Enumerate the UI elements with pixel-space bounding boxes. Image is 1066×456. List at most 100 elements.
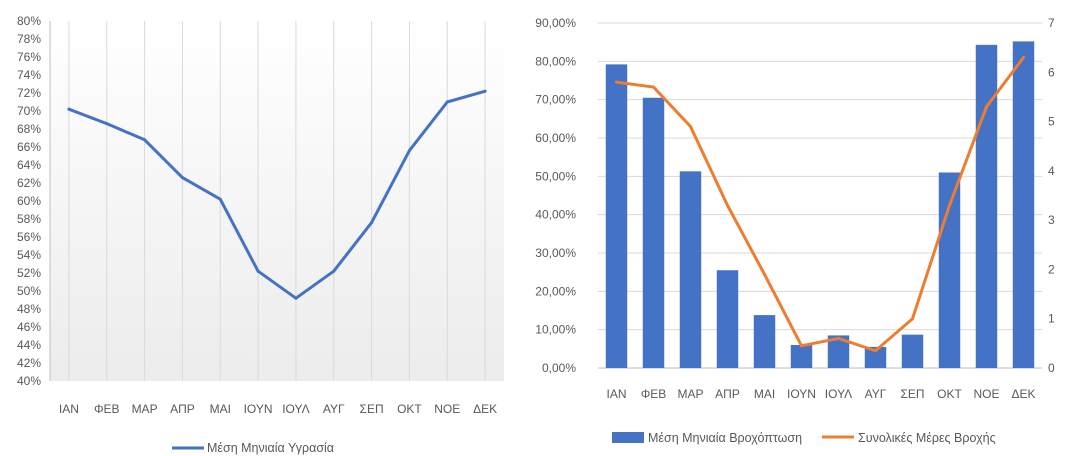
- humidity-point: [445, 100, 449, 104]
- y-tick-label: 56%: [17, 230, 41, 244]
- x-tick-label: ΙΟΥΛ: [825, 387, 852, 401]
- x-tick-label: ΝΟΕ: [973, 387, 999, 401]
- x-tick-label: ΜΑΡ: [132, 402, 158, 416]
- y-right-tick-label: 5: [1048, 115, 1055, 129]
- humidity-point: [143, 138, 147, 142]
- y-tick-label: 58%: [17, 212, 41, 226]
- rain-days-point: [615, 80, 618, 84]
- humidity-point: [332, 269, 336, 273]
- rainfall-bar: [901, 334, 924, 368]
- humidity-point: [483, 89, 487, 93]
- humidity-point: [218, 197, 222, 201]
- rainfall-bar: [753, 315, 776, 368]
- x-tick-label: ΙΟΥΝ: [787, 387, 816, 401]
- rainfall-bar: [605, 64, 628, 369]
- rainfall-combo-chart: 0,00% 10,00% 20,00% 30,00% 40,00% 50,00% 60,00…: [535, 16, 1055, 445]
- humidity-point: [256, 269, 260, 273]
- y-right-tick-label: 4: [1048, 164, 1055, 178]
- humidity-point: [180, 176, 184, 180]
- humidity-series-line: [67, 89, 487, 300]
- y-tick-label: 66%: [17, 140, 41, 154]
- humidity-point: [105, 122, 109, 126]
- rainfall-bar: [790, 345, 813, 368]
- y-tick-label: 44%: [17, 338, 41, 352]
- y-right-tick-label: 7: [1048, 16, 1055, 30]
- y-left-tick-label: 90,00%: [535, 16, 576, 30]
- x-tick-label: ΑΠΡ: [170, 402, 195, 416]
- y-tick-label: 72%: [17, 86, 41, 100]
- y-left-tick-label: 0,00%: [542, 361, 576, 375]
- y-left-tick-label: 80,00%: [535, 54, 576, 68]
- rainfall-bar: [827, 335, 850, 368]
- x-tick-label: ΜΑΙ: [754, 387, 775, 401]
- x-tick-label: ΔΕΚ: [1011, 387, 1035, 401]
- x-tick-label: ΙΑΝ: [59, 402, 79, 416]
- rainfall-bar: [864, 346, 887, 368]
- y-tick-label: 64%: [17, 158, 41, 172]
- y-tick-label: 76%: [17, 50, 41, 64]
- y-tick-label: 52%: [17, 266, 41, 280]
- x-tick-label: ΑΥΓ: [323, 402, 345, 416]
- x-tick-label: ΣΕΠ: [900, 387, 924, 401]
- y-tick-label: 70%: [17, 104, 41, 118]
- rain-days-point: [652, 85, 655, 89]
- x-tick-label: ΝΟΕ: [434, 402, 460, 416]
- y-tick-label: 62%: [17, 176, 41, 190]
- x-tick-label: ΣΕΠ: [360, 402, 384, 416]
- y-tick-label: 54%: [17, 248, 41, 262]
- y-tick-label: 60%: [17, 194, 41, 208]
- plot-area: [50, 21, 504, 381]
- y-right-tick-label: 6: [1048, 65, 1055, 79]
- x-tick-label: ΦΕΒ: [641, 387, 667, 401]
- rainfall-bar: [1012, 41, 1035, 369]
- humidity-point: [407, 149, 411, 153]
- y-tick-label: 46%: [17, 320, 41, 334]
- legend-label-rainfall: Μέση Μηνιαία Βροχόπτωση: [648, 431, 802, 445]
- legend-swatch-rainfall: [612, 432, 644, 443]
- x-tick-label: ΜΑΡ: [677, 387, 703, 401]
- x-tick-label: ΜΑΙ: [210, 402, 231, 416]
- y-right-tick-label: 0: [1048, 361, 1055, 375]
- y-left-tick-label: 10,00%: [535, 323, 576, 337]
- y-tick-label: 50%: [17, 284, 41, 298]
- rain-days-point: [689, 125, 692, 128]
- rain-days-point: [837, 336, 840, 340]
- y-right-tick-label: 2: [1048, 262, 1055, 276]
- rainfall-bar: [642, 97, 665, 368]
- y-tick-label: 80%: [17, 14, 41, 28]
- y-tick-label: 42%: [17, 356, 41, 370]
- legend-label-humidity: Μέση Μηνιαία Υγρασία: [207, 441, 334, 455]
- x-tick-label: ΦΕΒ: [94, 402, 120, 416]
- humidity-line-chart: 40% 42% 44% 46% 48% 50% 52% 54% 56% 58% 60% 62% 64% 6…: [17, 14, 504, 455]
- legend-label-rain-days: Συνολικές Μέρες Βροχής: [858, 431, 996, 445]
- y-tick-label: 68%: [17, 122, 41, 136]
- x-tick-label: ΟΚΤ: [397, 402, 422, 416]
- y-tick-label: 78%: [17, 32, 41, 46]
- x-tick-label: ΔΕΚ: [473, 402, 497, 416]
- rainfall-bar: [679, 171, 702, 368]
- rain-days-point: [948, 203, 951, 207]
- y-right-tick-label: 1: [1048, 312, 1055, 326]
- humidity-point: [67, 107, 71, 111]
- x-tick-label: ΙΟΥΛ: [282, 402, 309, 416]
- x-tick-label: ΑΠΡ: [715, 387, 740, 401]
- y-tick-label: 74%: [17, 68, 41, 82]
- x-tick-label: ΙΟΥΝ: [244, 402, 273, 416]
- y-left-tick-label: 60,00%: [535, 131, 576, 145]
- rain-days-point: [911, 317, 914, 321]
- rain-days-point: [1022, 56, 1025, 59]
- rainfall-bar: [975, 44, 998, 368]
- rainfall-bar: [716, 270, 739, 368]
- y-left-tick-label: 40,00%: [535, 208, 576, 222]
- y-left-tick-label: 70,00%: [535, 93, 576, 107]
- x-tick-label: ΙΑΝ: [606, 387, 626, 401]
- y-tick-label: 48%: [17, 302, 41, 316]
- rain-days-point: [726, 203, 729, 207]
- y-left-tick-label: 30,00%: [535, 246, 576, 260]
- x-tick-label: ΑΥΓ: [865, 387, 887, 401]
- humidity-point: [294, 296, 298, 300]
- rain-days-point: [985, 105, 988, 109]
- y-right-tick-label: 3: [1048, 213, 1055, 227]
- rain-days-point: [800, 344, 803, 348]
- rain-days-point: [763, 272, 766, 276]
